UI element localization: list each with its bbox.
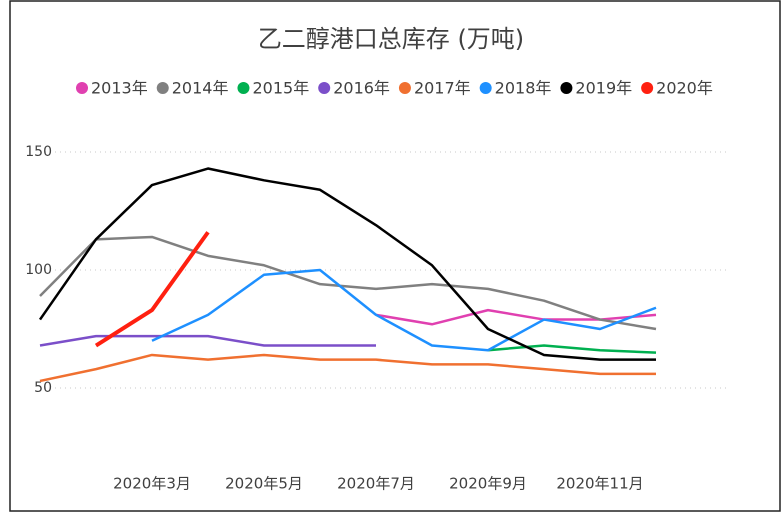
y-tick-label: 100: [25, 262, 52, 278]
series-line: [151, 268, 657, 352]
x-tick-label: 2020年11月: [556, 475, 643, 493]
legend-label: 2014年: [172, 79, 229, 98]
legend-label: 2020年: [656, 79, 713, 98]
x-tick-label: 2020年3月: [113, 475, 191, 493]
x-tick-label: 2020年7月: [337, 475, 415, 493]
series-line: [487, 344, 657, 354]
legend-marker: [156, 82, 169, 94]
series-line: [39, 353, 656, 383]
legend-marker: [560, 82, 573, 94]
legend-marker: [479, 82, 492, 94]
legend-marker: [76, 82, 88, 94]
legend-marker: [237, 82, 250, 94]
legend-label: 2016年: [333, 79, 390, 98]
series-line: [39, 235, 657, 331]
y-tick-label: 150: [25, 144, 52, 160]
y-tick-label: 50: [34, 380, 52, 396]
legend-label: 2015年: [252, 79, 309, 98]
series-line: [94, 231, 210, 348]
legend-label: 2019年: [575, 79, 632, 98]
legend-label: 2018年: [495, 79, 552, 98]
series-line: [375, 308, 657, 326]
x-tick-label: 2020年5月: [225, 475, 303, 493]
legend-marker: [398, 82, 411, 94]
legend-marker: [641, 82, 654, 94]
frame: [9, 0, 781, 512]
legend-label: 2017年: [414, 79, 471, 98]
x-tick-label: 2020年9月: [449, 475, 527, 493]
series-line: [38, 167, 656, 361]
chart-title: 乙二醇港口总库存 (万吨): [258, 25, 524, 53]
legend-label: 2013年: [91, 79, 148, 98]
legend-marker: [318, 82, 331, 94]
series-line: [39, 334, 376, 347]
